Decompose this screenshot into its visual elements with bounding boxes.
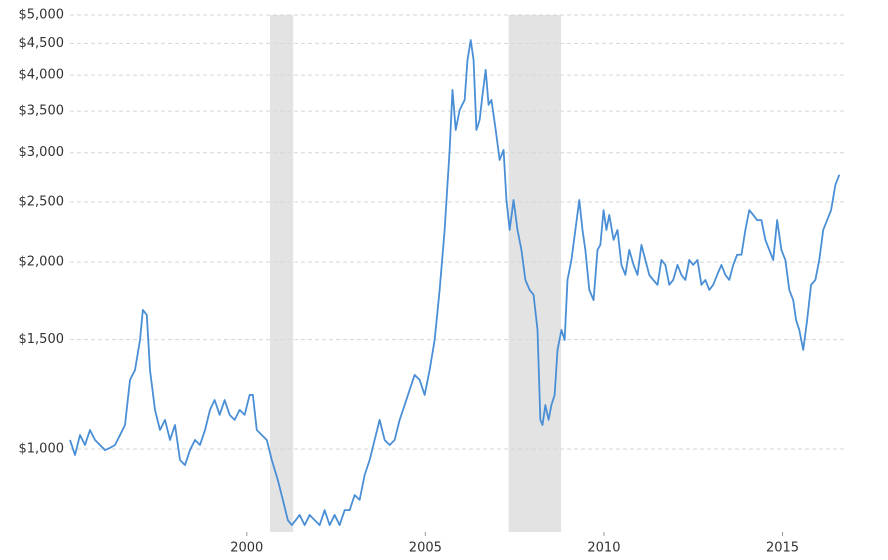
shaded-period [270, 15, 294, 532]
y-tick-label: $2,500 [19, 194, 65, 209]
y-tick-label: $3,500 [19, 104, 65, 119]
y-tick-label: $1,500 [19, 332, 65, 347]
y-tick-label: $5,000 [19, 8, 65, 23]
x-tick-label: 2010 [587, 541, 620, 556]
price-line [69, 39, 841, 527]
y-tick-label: $3,000 [19, 145, 65, 160]
y-tick-label: $4,000 [19, 68, 65, 83]
y-tick-label: $1,000 [19, 441, 65, 456]
x-tick-label: 2000 [230, 541, 263, 556]
x-tick-label: 2015 [766, 541, 799, 556]
x-tick-label: 2005 [409, 541, 442, 556]
y-tick-label: $4,500 [19, 36, 65, 51]
y-tick-label: $2,000 [19, 255, 65, 270]
shaded-period [508, 15, 562, 532]
